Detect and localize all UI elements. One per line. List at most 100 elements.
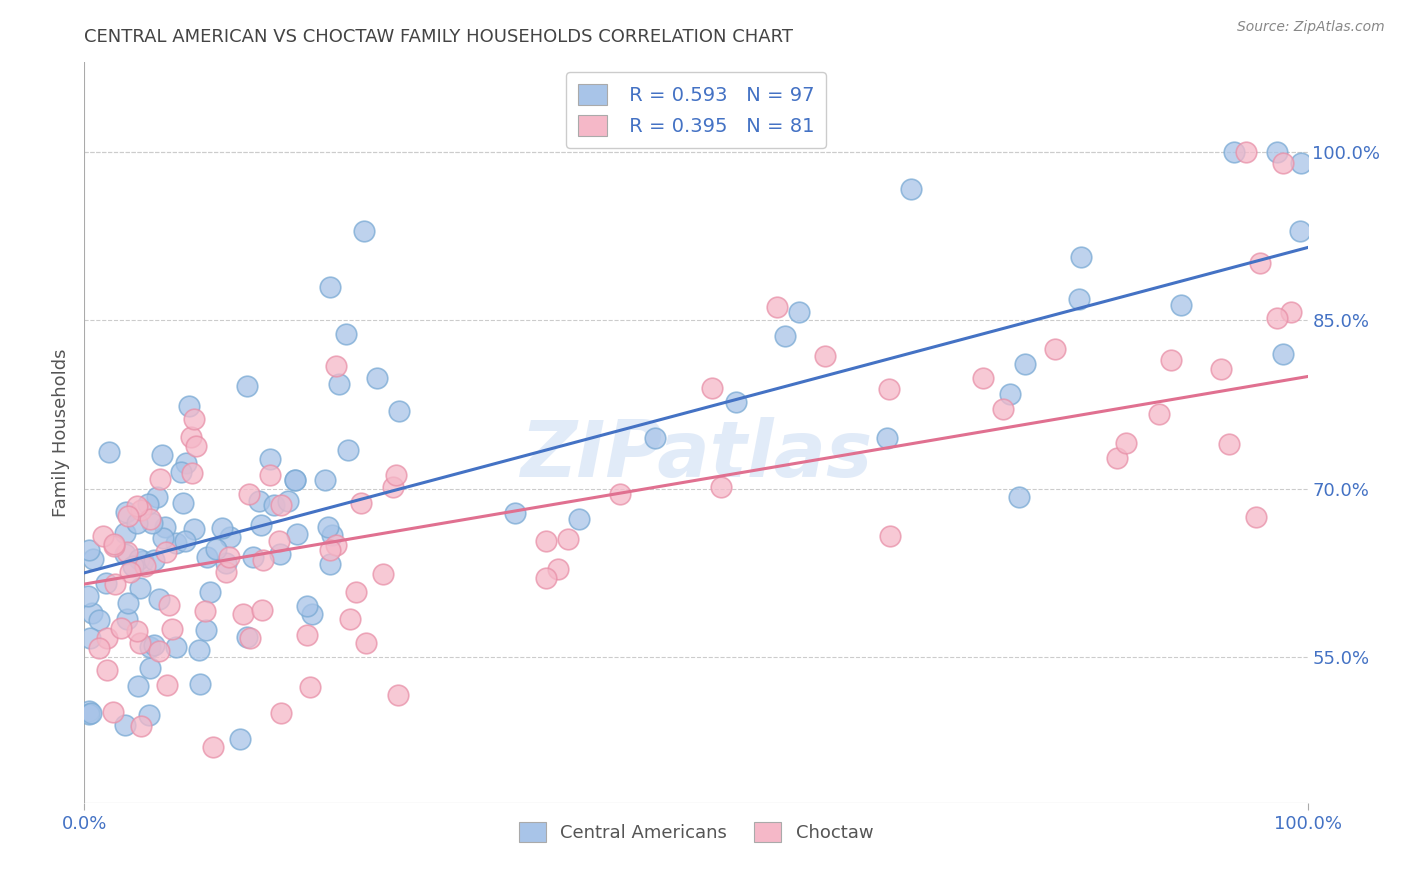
Point — [336, 443, 359, 458]
Point — [131, 554, 153, 568]
Point — [117, 509, 139, 524]
Point — [366, 371, 388, 385]
Point — [318, 543, 340, 558]
Point — [79, 631, 101, 645]
Point — [80, 706, 103, 720]
Point — [101, 706, 124, 720]
Point — [876, 431, 898, 445]
Point — [129, 636, 152, 650]
Point — [145, 490, 167, 504]
Point — [114, 525, 136, 540]
Point — [165, 536, 187, 550]
Point — [155, 544, 177, 558]
Text: CENTRAL AMERICAN VS CHOCTAW FAMILY HOUSEHOLDS CORRELATION CHART: CENTRAL AMERICAN VS CHOCTAW FAMILY HOUSE… — [84, 28, 793, 45]
Point — [879, 529, 901, 543]
Point — [150, 448, 173, 462]
Point — [252, 553, 274, 567]
Point — [96, 632, 118, 646]
Point — [215, 566, 238, 580]
Point — [385, 468, 408, 483]
Point — [263, 498, 285, 512]
Point — [114, 547, 136, 561]
Point — [381, 480, 404, 494]
Point — [153, 520, 176, 534]
Point — [103, 537, 125, 551]
Point — [183, 412, 205, 426]
Point — [765, 300, 787, 314]
Point — [218, 550, 240, 565]
Point — [148, 591, 170, 606]
Point — [136, 498, 159, 512]
Point — [104, 576, 127, 591]
Point — [325, 359, 347, 373]
Point — [339, 612, 361, 626]
Point — [269, 534, 291, 549]
Point — [1244, 509, 1267, 524]
Point — [773, 329, 796, 343]
Point — [121, 559, 143, 574]
Point — [118, 566, 141, 580]
Point — [325, 538, 347, 552]
Point — [87, 641, 110, 656]
Point — [239, 631, 262, 645]
Point — [1218, 437, 1240, 451]
Point — [114, 718, 136, 732]
Point — [900, 181, 922, 195]
Point — [710, 480, 733, 494]
Point — [350, 496, 373, 510]
Point — [321, 528, 343, 542]
Point — [174, 456, 197, 470]
Point — [356, 636, 378, 650]
Point — [547, 561, 569, 575]
Point — [139, 640, 162, 654]
Point — [110, 621, 132, 635]
Point — [80, 606, 103, 620]
Point — [387, 689, 409, 703]
Point — [115, 545, 138, 559]
Point — [1272, 156, 1295, 170]
Point — [179, 400, 201, 414]
Point — [242, 550, 264, 565]
Point — [232, 607, 254, 621]
Point — [534, 534, 557, 549]
Point — [129, 719, 152, 733]
Point — [1279, 305, 1302, 319]
Point — [183, 523, 205, 537]
Point — [1160, 353, 1182, 368]
Point — [96, 663, 118, 677]
Point — [1249, 256, 1271, 270]
Point — [127, 516, 149, 530]
Point — [1043, 343, 1066, 357]
Point — [117, 596, 139, 610]
Point — [284, 473, 307, 487]
Point — [129, 503, 152, 517]
Point — [134, 558, 156, 573]
Point — [181, 466, 204, 480]
Point — [388, 404, 411, 418]
Point — [1236, 145, 1258, 160]
Point — [319, 280, 342, 294]
Point — [180, 429, 202, 443]
Point — [557, 532, 579, 546]
Point — [536, 571, 558, 585]
Point — [1115, 436, 1137, 450]
Point — [219, 530, 242, 544]
Point — [236, 379, 259, 393]
Point — [328, 376, 350, 391]
Point — [141, 516, 163, 530]
Point — [114, 505, 136, 519]
Point — [211, 521, 233, 535]
Point — [128, 552, 150, 566]
Point — [298, 680, 321, 694]
Point — [170, 465, 193, 479]
Point — [194, 604, 217, 618]
Point — [644, 431, 666, 445]
Point — [229, 731, 252, 746]
Point — [814, 349, 837, 363]
Point — [139, 661, 162, 675]
Point — [247, 494, 270, 508]
Point — [1067, 292, 1090, 306]
Point — [1147, 407, 1170, 421]
Point — [285, 526, 308, 541]
Point — [149, 472, 172, 486]
